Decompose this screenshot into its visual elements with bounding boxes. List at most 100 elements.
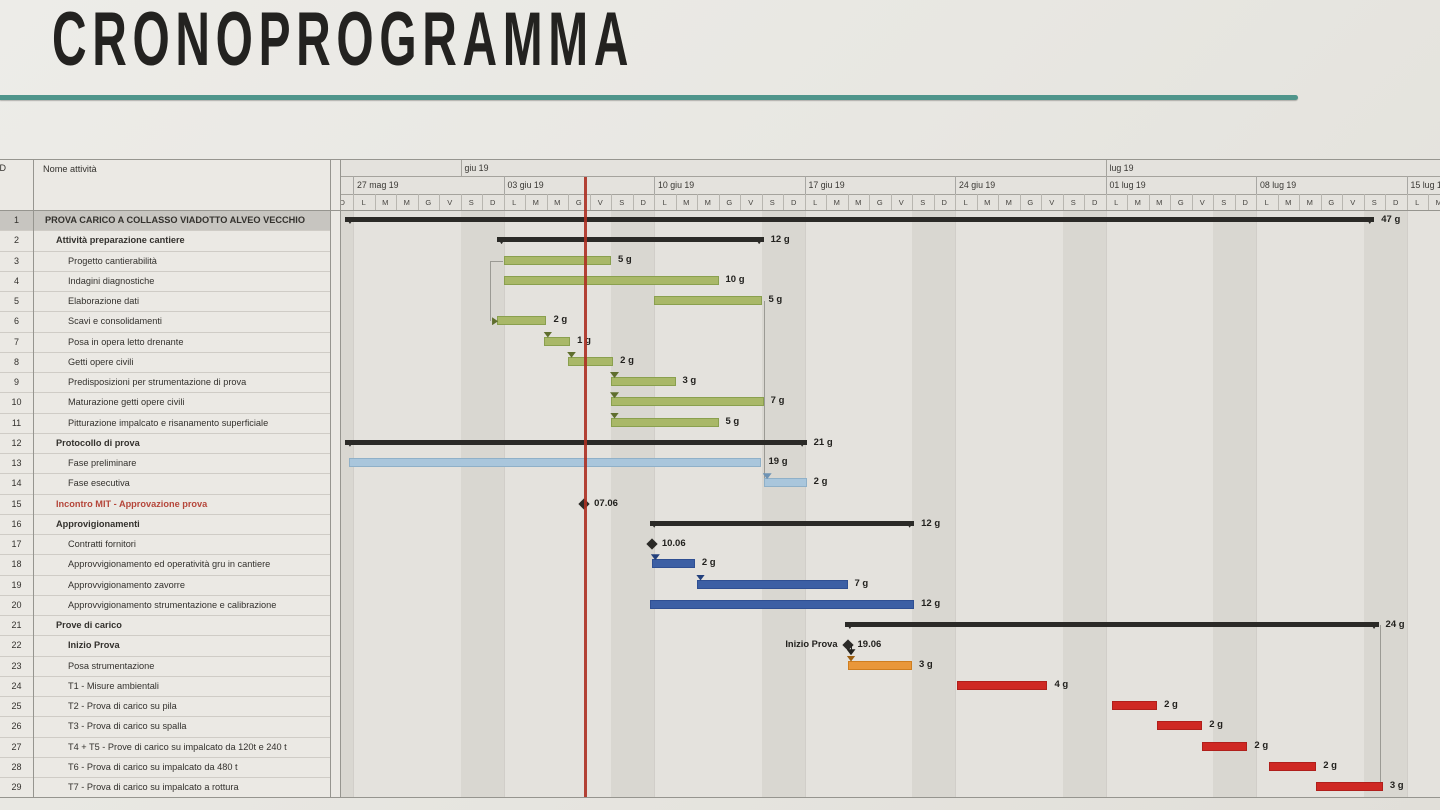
day-letter: M — [1005, 198, 1012, 207]
frame-line — [340, 159, 341, 797]
day-separator — [761, 194, 763, 211]
link-line — [489, 260, 491, 322]
task-id-cell: 8 — [13, 356, 19, 367]
summary-bar — [649, 520, 915, 526]
week-separator — [503, 176, 505, 211]
day-separator — [890, 194, 892, 211]
task-id-cell: 2 — [13, 235, 19, 246]
row-separator — [0, 594, 330, 596]
week-label: 03 giu 19 — [507, 180, 544, 190]
day-separator — [912, 194, 913, 211]
frame-line — [0, 210, 340, 211]
duration-label: 19 g — [768, 456, 788, 467]
day-letter: M — [683, 198, 690, 207]
row-separator — [0, 696, 330, 697]
task-name-cell: Approvvigionamento strumentazione e cali… — [68, 599, 277, 610]
task-bar — [503, 275, 719, 285]
day-letter: L — [1114, 198, 1119, 207]
row-separator — [0, 372, 330, 373]
task-name-cell: Approvvigionamento zavorre — [68, 579, 185, 590]
task-id-cell: 19 — [11, 579, 22, 590]
milestone-date-label: 10.06 — [661, 538, 686, 549]
day-letter: G — [726, 198, 733, 207]
task-id-cell: 1 — [13, 215, 19, 225]
task-name-cell: Contratti fornitori — [68, 539, 136, 549]
body-week-gridline — [804, 211, 806, 797]
row-separator — [0, 513, 330, 515]
task-bar — [763, 478, 807, 488]
row-separator — [0, 270, 330, 272]
day-letter: G — [575, 198, 582, 207]
task-bar — [649, 599, 915, 609]
day-letter: V — [748, 198, 754, 207]
duration-label: 3 g — [682, 375, 697, 386]
row-separator — [0, 716, 330, 718]
body-week-gridline — [1406, 211, 1408, 797]
day-letter: G — [1328, 198, 1335, 207]
duration-label: 12 g — [770, 234, 790, 246]
day-letter: L — [662, 198, 667, 207]
row-separator — [0, 291, 330, 292]
frame-line — [0, 797, 1440, 798]
day-separator — [783, 194, 784, 211]
day-letter: M — [532, 198, 539, 207]
day-letter: D — [1092, 198, 1098, 207]
day-separator — [632, 194, 634, 211]
day-letter: D — [640, 198, 646, 207]
task-bar — [957, 680, 1048, 690]
day-letter: S — [1371, 198, 1377, 207]
status-date-line — [584, 177, 587, 797]
day-letter: L — [512, 198, 517, 207]
row-separator — [0, 675, 330, 677]
frame-line — [33, 159, 34, 797]
summary-bar — [497, 237, 764, 243]
body-week-gridline — [503, 211, 505, 797]
summary-bar — [345, 439, 807, 445]
task-name-cell: PROVA CARICO A COLLASSO VIADOTTO ALVEO V… — [45, 215, 305, 225]
day-letter: S — [1070, 198, 1076, 207]
day-separator — [998, 194, 999, 211]
row-separator — [0, 412, 330, 414]
week-separator — [1256, 176, 1257, 211]
duration-label: 3 g — [1389, 780, 1404, 791]
day-letter: G — [1177, 198, 1184, 207]
day-separator — [460, 194, 462, 211]
task-id-cell: 27 — [11, 741, 22, 752]
name-column-header: Nome attività — [43, 164, 97, 174]
link-arrow-down — [846, 655, 856, 662]
row-separator — [0, 392, 330, 394]
task-bar — [1202, 741, 1248, 751]
day-letter: M — [1156, 198, 1163, 207]
duration-label: 2 g — [813, 476, 828, 488]
day-letter: M — [704, 198, 711, 207]
duration-label: 7 g — [854, 577, 869, 589]
day-letter: L — [813, 198, 818, 207]
row-separator — [0, 574, 330, 576]
day-letter: L — [963, 198, 968, 207]
day-letter: G — [876, 198, 883, 207]
week-label: 08 lug 19 — [1260, 180, 1297, 190]
row-separator — [0, 432, 330, 434]
day-separator — [847, 194, 849, 211]
day-letter: L — [1264, 198, 1269, 207]
task-id-cell: 15 — [11, 498, 22, 509]
summary-bar — [845, 622, 1379, 627]
day-letter: V — [597, 198, 603, 207]
day-letter: M — [403, 198, 410, 207]
summary-bar-end-cap — [1369, 622, 1379, 629]
link-arrow-down — [650, 554, 660, 561]
duration-label: 5 g — [725, 415, 740, 427]
day-letter: D — [1242, 198, 1248, 207]
task-id-cell: 17 — [11, 539, 22, 549]
task-bar — [544, 336, 571, 346]
day-letter: M — [1306, 198, 1313, 207]
weekend-band — [611, 211, 654, 797]
summary-row-highlight — [0, 210, 330, 231]
day-separator — [1363, 194, 1365, 211]
row-separator — [0, 230, 330, 232]
task-name-cell: Elaborazione dati — [68, 296, 139, 306]
task-id-cell: 7 — [13, 336, 19, 347]
task-name-cell: Posa in opera letto drenante — [68, 336, 184, 347]
duration-label: 5 g — [618, 253, 632, 265]
